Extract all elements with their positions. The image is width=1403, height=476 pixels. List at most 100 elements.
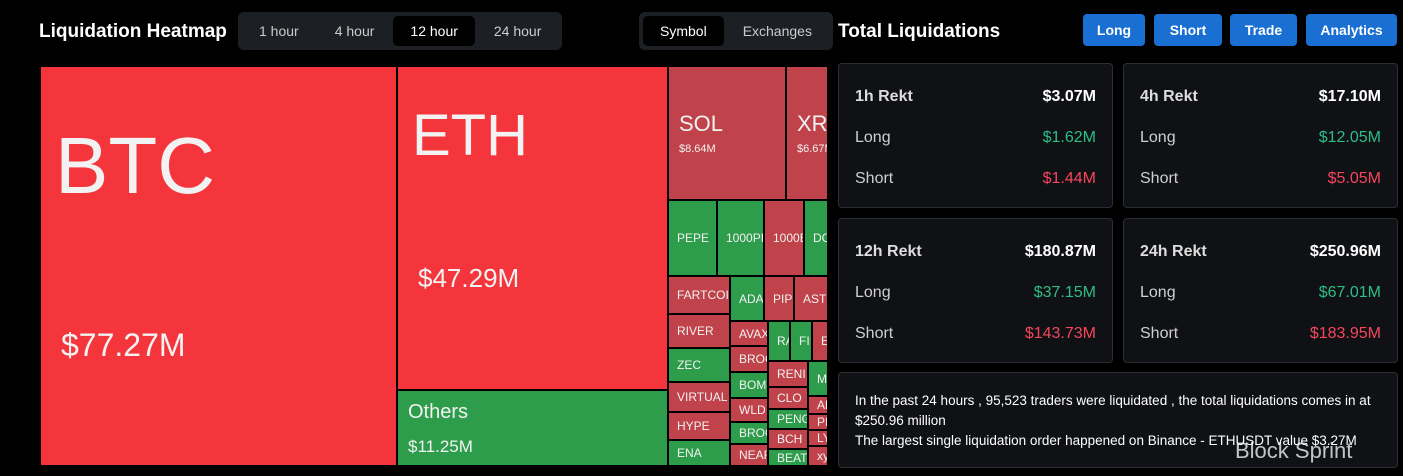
row-label: Long xyxy=(855,284,891,301)
watermark: Block Sprint xyxy=(1235,438,1353,463)
tile[interactable]: LY xyxy=(808,430,828,446)
row-label: Long xyxy=(855,129,891,146)
button[interactable]: Trade xyxy=(1230,14,1297,46)
tile-value: $11.25M xyxy=(408,437,473,456)
row-label: 12h Rekt xyxy=(855,243,922,260)
tile[interactable]: RENI xyxy=(768,361,808,387)
rekt-card: 12h Rekt $180.87M Long $37.15M Short $143.73M xyxy=(838,218,1113,363)
tile[interactable]: SOL $8.64M xyxy=(668,66,786,200)
tile[interactable]: ENA xyxy=(668,440,730,466)
card-row: Short $183.95M xyxy=(1140,325,1381,343)
tile[interactable]: BCH xyxy=(768,429,808,449)
tile[interactable]: RA xyxy=(768,321,790,361)
row-label: Short xyxy=(1140,325,1179,342)
tile[interactable]: Others $11.25M xyxy=(397,390,668,466)
row-value: $1.44M xyxy=(1042,170,1096,187)
tile-value: $6.67M xyxy=(797,143,827,155)
card-row: Short $5.05M xyxy=(1140,170,1381,188)
tile[interactable]: FI xyxy=(790,321,812,361)
row-value: $143.73M xyxy=(1024,325,1096,342)
tile[interactable]: M xyxy=(808,361,828,396)
tile[interactable]: NEAR xyxy=(730,444,768,466)
tile-label: ETH xyxy=(412,103,528,169)
time-tabs: 1 hour 4 hour 12 hour 24 hour xyxy=(238,12,563,50)
tile[interactable]: AVAX xyxy=(730,321,768,346)
tile[interactable]: PIP xyxy=(764,276,794,321)
tile-label: Others xyxy=(408,401,469,423)
row-value: $37.15M xyxy=(1033,284,1096,301)
tile[interactable]: ZEC xyxy=(668,348,730,382)
row-label: 4h Rekt xyxy=(1140,88,1198,105)
tile[interactable]: BEAT xyxy=(768,449,808,466)
row-value: $1.62M xyxy=(1042,129,1096,146)
card-row: 4h Rekt $17.10M xyxy=(1140,88,1381,106)
time-tab[interactable]: 24 hour xyxy=(493,23,542,39)
card-row: 1h Rekt $3.07M xyxy=(855,88,1096,106)
tile[interactable]: E xyxy=(812,321,828,361)
card-row: Long $37.15M xyxy=(855,284,1096,302)
card-row: Long $12.05M xyxy=(1140,129,1381,147)
row-value: $5.05M xyxy=(1327,170,1381,187)
row-label: 24h Rekt xyxy=(1140,243,1207,260)
button[interactable]: Short xyxy=(1154,14,1222,46)
row-value: $17.10M xyxy=(1318,88,1381,105)
tile[interactable]: XRP $6.67M xyxy=(786,66,828,200)
time-tab[interactable]: 1 hour xyxy=(259,23,299,39)
tile[interactable]: xy xyxy=(808,446,828,466)
tile-value: $8.64M xyxy=(679,143,716,155)
page-title: Liquidation Heatmap xyxy=(39,21,227,42)
view-tabs: Symbol Exchanges xyxy=(639,12,833,50)
tile[interactable]: AST xyxy=(794,276,828,321)
tile-value: $77.27M xyxy=(61,327,186,363)
tile-label: BTC xyxy=(55,121,215,210)
tile[interactable]: 1000E xyxy=(764,200,804,276)
row-value: $183.95M xyxy=(1309,325,1381,342)
tile[interactable]: PEPE xyxy=(668,200,717,276)
time-tab[interactable]: 12 hour xyxy=(393,16,475,46)
totals-title: Total Liquidations xyxy=(838,21,1001,42)
summary: In the past 24 hours , 95,523 traders we… xyxy=(838,372,1398,468)
tile[interactable]: FARTCOI xyxy=(668,276,730,314)
card-row: Long $1.62M xyxy=(855,129,1096,147)
row-label: Short xyxy=(855,170,894,187)
time-tab[interactable]: 4 hour xyxy=(334,23,375,39)
tile[interactable]: PI xyxy=(808,414,828,430)
tile[interactable]: PENG xyxy=(768,409,808,429)
tile[interactable]: ADA xyxy=(730,276,764,321)
tile[interactable]: ETH $47.29M xyxy=(397,66,668,390)
row-value: $180.87M xyxy=(1024,243,1096,260)
row-label: Short xyxy=(855,325,894,342)
card-row: Long $67.01M xyxy=(1140,284,1381,302)
row-value: $3.07M xyxy=(1042,88,1096,105)
row-value: $250.96M xyxy=(1309,243,1381,260)
card-row: 24h Rekt $250.96M xyxy=(1140,243,1381,261)
rekt-card: 24h Rekt $250.96M Long $67.01M Short $183.95M xyxy=(1123,218,1398,363)
row-label: Short xyxy=(1140,170,1179,187)
tile[interactable]: RIVER xyxy=(668,314,730,348)
tile-label: SOL xyxy=(679,111,724,136)
row-label: Long xyxy=(1140,129,1176,146)
tile-value: $47.29M xyxy=(418,263,520,293)
tile[interactable]: BTC $77.27M xyxy=(40,66,397,466)
row-value: $67.01M xyxy=(1318,284,1381,301)
button[interactable]: Long xyxy=(1083,14,1145,46)
view-tab[interactable]: Exchanges xyxy=(742,23,812,39)
tile[interactable]: HYPE xyxy=(668,412,730,440)
tile[interactable]: VIRTUAL xyxy=(668,382,730,412)
view-tab[interactable]: Symbol xyxy=(643,16,724,46)
tile[interactable]: CLO xyxy=(768,387,808,409)
tile[interactable]: BROC xyxy=(730,422,768,444)
card-row: 12h Rekt $180.87M xyxy=(855,243,1096,261)
tile[interactable]: WLD xyxy=(730,398,768,422)
tile[interactable]: DC xyxy=(804,200,828,276)
tile[interactable]: 1000PI xyxy=(717,200,764,276)
row-label: Long xyxy=(1140,284,1176,301)
tile[interactable]: BROC xyxy=(730,346,768,372)
tile[interactable]: BOME xyxy=(730,372,768,398)
rekt-card: 1h Rekt $3.07M Long $1.62M Short $1.44M xyxy=(838,63,1113,208)
row-label: 1h Rekt xyxy=(855,88,913,105)
summary-line: The largest single liquidation order hap… xyxy=(855,433,1357,448)
button[interactable]: Analytics xyxy=(1306,14,1397,46)
tile[interactable]: AF xyxy=(808,396,828,414)
